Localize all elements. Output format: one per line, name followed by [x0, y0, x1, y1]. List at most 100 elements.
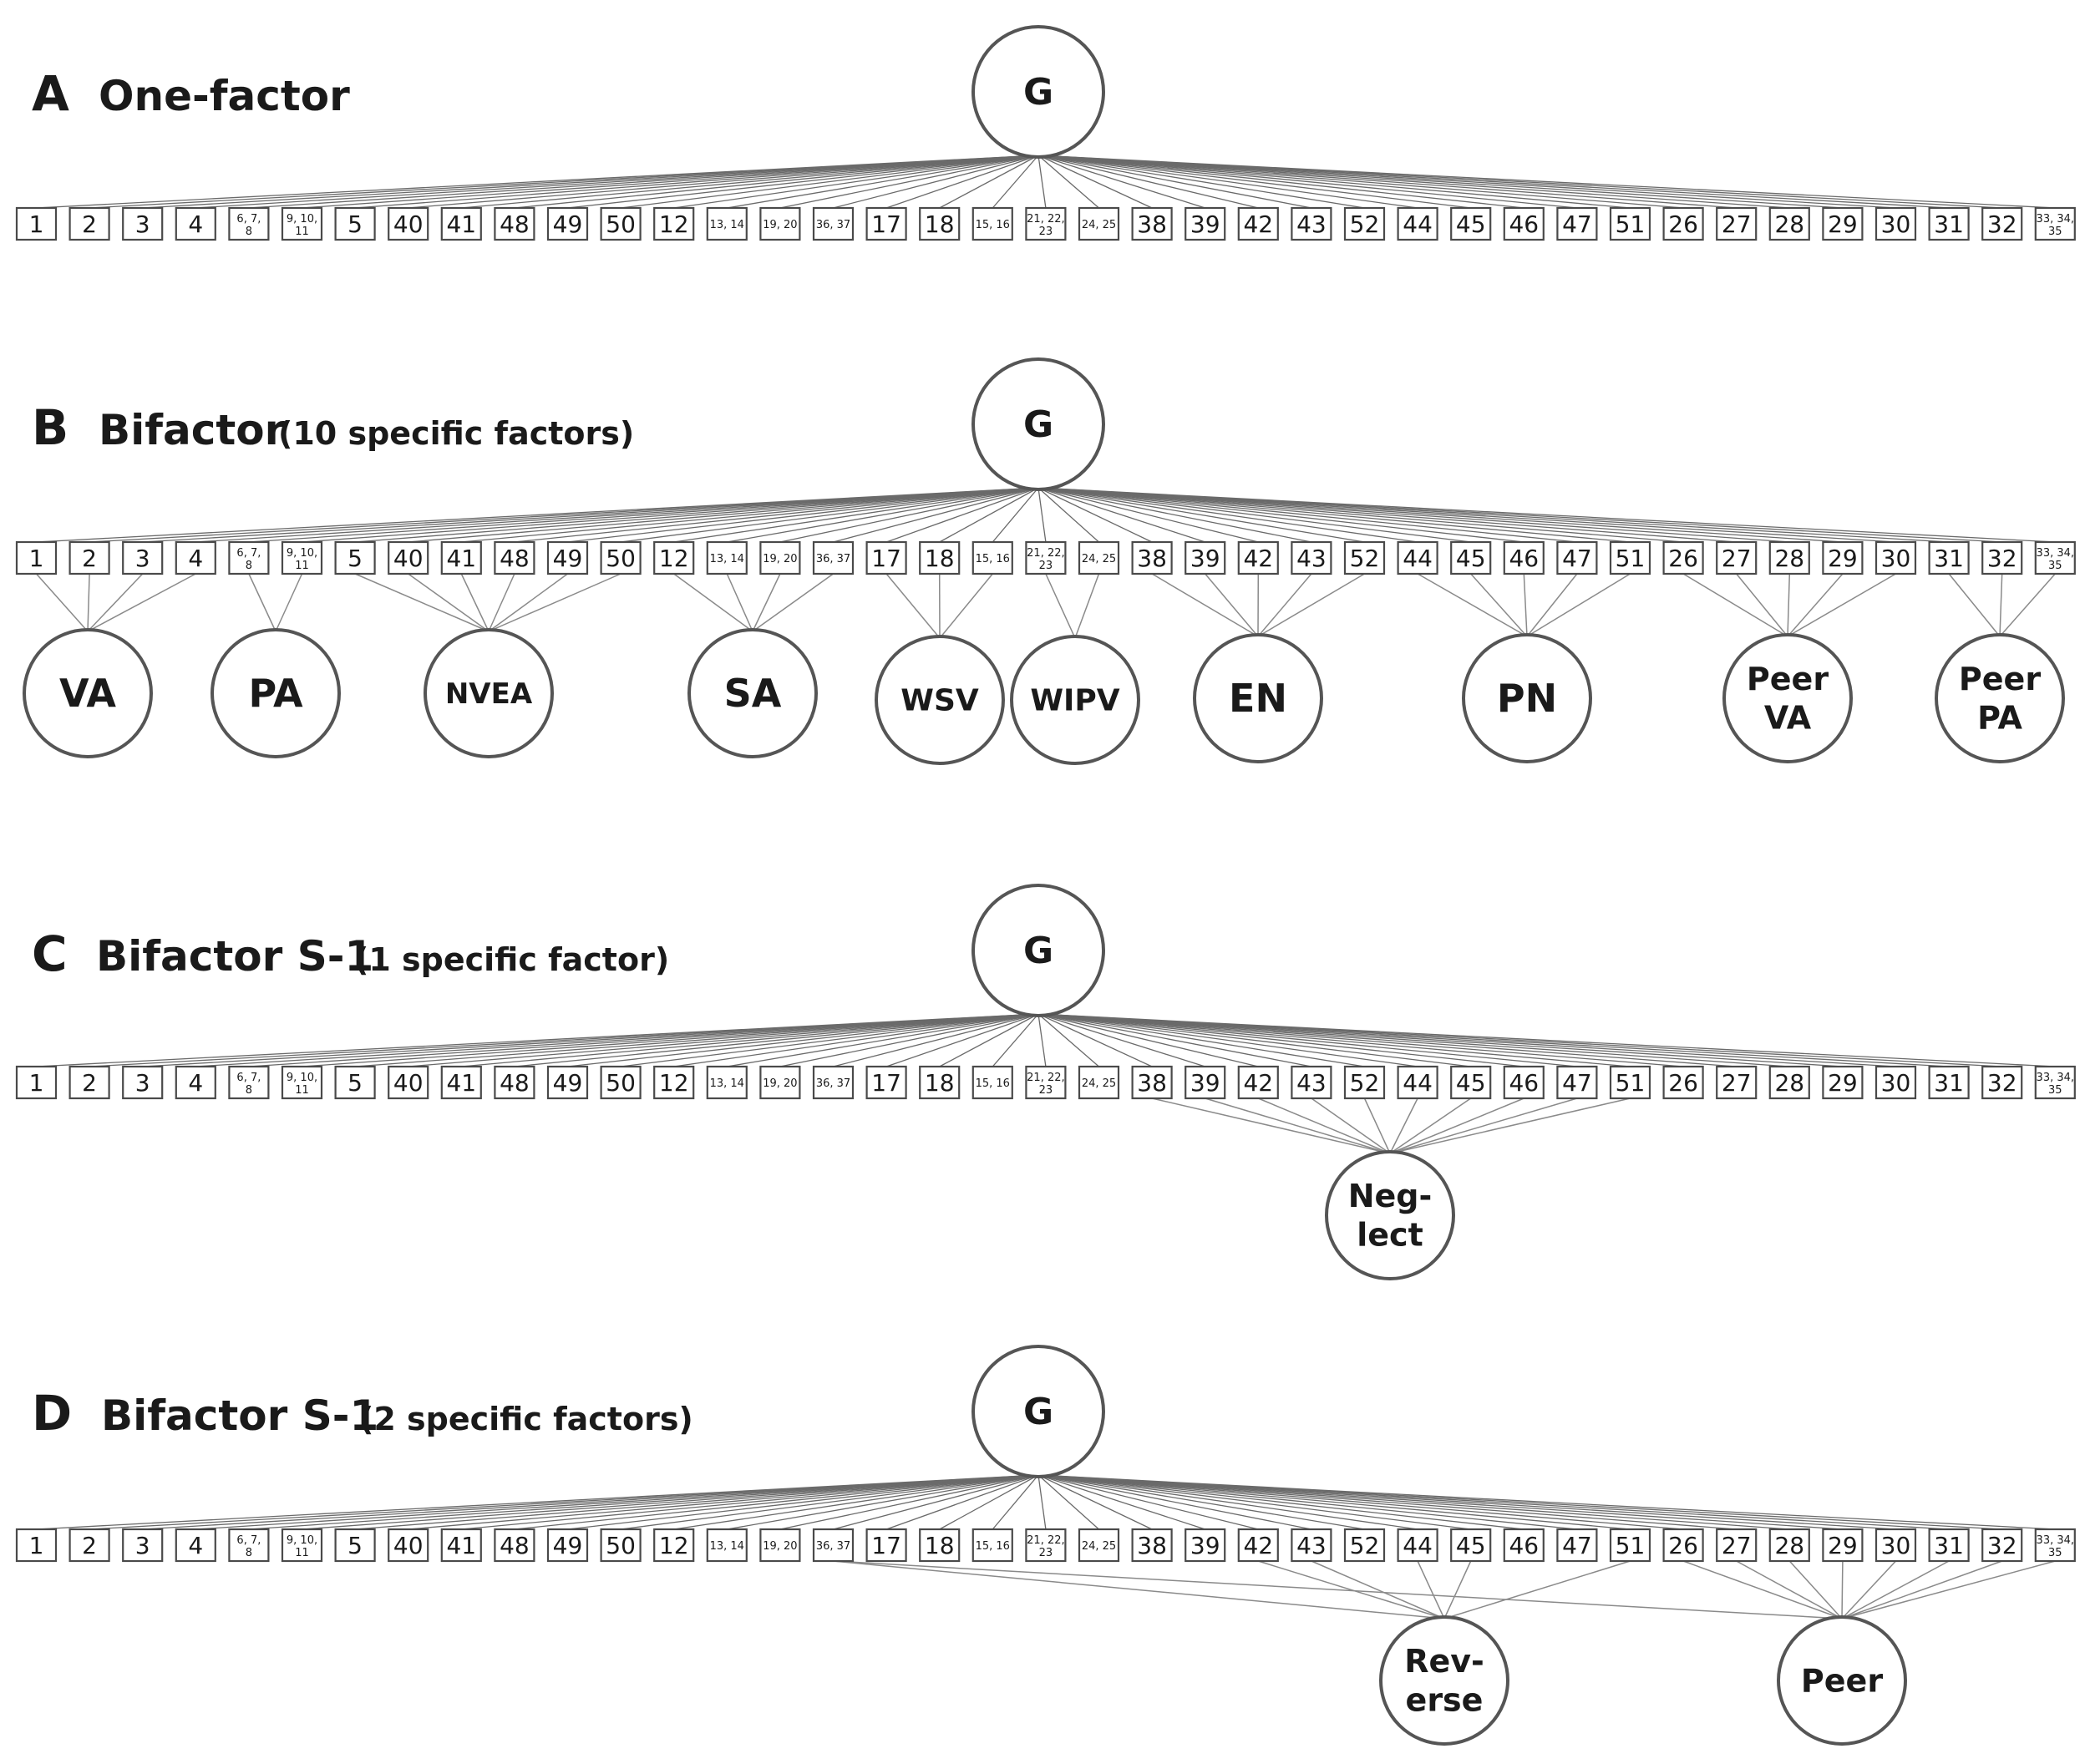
item-label: 49 — [553, 545, 583, 572]
item-label: 23 — [1039, 226, 1053, 238]
item-12: 12 — [653, 206, 695, 241]
item-box — [334, 206, 376, 241]
item-label: 45 — [1456, 1532, 1486, 1559]
general-loading-line — [1037, 487, 1843, 543]
item-box — [68, 206, 110, 241]
general-loading-line — [1037, 1013, 1205, 1067]
specific-loading-line — [488, 573, 621, 632]
item-45: 45 — [1450, 1065, 1492, 1100]
item-46: 46 — [1503, 1528, 1545, 1563]
panel-d-letter: D — [32, 1385, 72, 1442]
panel-a-title-text: One-factor — [99, 72, 350, 120]
item-label: 5 — [348, 1069, 363, 1097]
general-loading-line — [461, 1013, 1039, 1067]
item-label: 52 — [1350, 1069, 1380, 1097]
item-box — [1822, 540, 1864, 575]
item-label: 39 — [1190, 1532, 1220, 1559]
general-factor-label: G — [1023, 930, 1053, 972]
general-loading-line — [248, 487, 1039, 543]
item-4: 4 — [175, 1065, 216, 1100]
item-box — [1078, 206, 1120, 241]
item-label: 1 — [29, 1069, 44, 1097]
item-18: 18 — [919, 1065, 961, 1100]
item-label: 6, 7, — [236, 213, 261, 226]
general-loading-line — [1037, 487, 1471, 543]
item-box — [15, 1065, 58, 1100]
item-36-37: 36, 37 — [812, 1528, 855, 1563]
item-45: 45 — [1450, 540, 1492, 575]
item-40: 40 — [388, 1065, 429, 1100]
item-9-10-11: 9, 10,11 — [281, 540, 323, 575]
item-label: 30 — [1881, 210, 1911, 238]
item-38: 38 — [1131, 1065, 1173, 1100]
item-45: 45 — [1450, 206, 1492, 241]
general-loading-line — [567, 487, 1039, 543]
item-46: 46 — [1503, 540, 1545, 575]
item-box — [1450, 1065, 1492, 1100]
indicator-row: 1 2 3 4 6, 7,89, 10,11 5 40 41 48 49 50 12 13, 14 19,… — [15, 540, 2076, 575]
item-box — [122, 540, 164, 575]
item-label: 35 — [2048, 226, 2062, 238]
item-box — [1609, 1528, 1651, 1563]
specific-loading-line — [752, 573, 834, 632]
item-box — [281, 540, 323, 575]
item-box — [759, 206, 801, 241]
specific-loading-line — [1417, 1560, 1445, 1620]
item-label: 29 — [1828, 1069, 1858, 1097]
specific-factor-label: VA — [59, 671, 116, 716]
item-label: 31 — [1934, 545, 1964, 572]
item-label: 41 — [446, 545, 476, 572]
item-42: 42 — [1237, 1065, 1279, 1100]
general-loading-line — [1037, 487, 1737, 543]
item-15-16: 15, 16 — [971, 540, 1013, 575]
general-loading-line — [1037, 487, 1365, 543]
item-label: 15, 16 — [976, 553, 1010, 565]
general-loading-line — [1037, 1474, 1684, 1530]
item-box — [1503, 206, 1545, 241]
specific-factor-va: VA — [23, 628, 153, 758]
item-label: 4 — [188, 545, 203, 572]
item-box — [281, 206, 323, 241]
item-box — [1768, 1065, 1810, 1100]
item-label: 45 — [1456, 545, 1486, 572]
item-label: 4 — [188, 1069, 203, 1097]
item-label: 21, 22, — [1027, 1534, 1064, 1547]
general-loading-line — [1037, 487, 1312, 543]
item-label: 33, 34, — [2037, 1072, 2074, 1084]
general-loading-line — [1037, 155, 1418, 209]
general-loading-line — [514, 1013, 1039, 1067]
item-box — [1716, 1528, 1758, 1563]
general-factor-circle — [971, 1345, 1105, 1478]
item-box — [546, 1528, 589, 1563]
item-39: 39 — [1185, 206, 1226, 241]
panel-b: 1 2 3 4 6, 7,89, 10,11 5 40 41 48 49 50 12 13, 14 19,… — [15, 357, 2076, 765]
item-box — [759, 540, 801, 575]
specific-loading-line — [673, 573, 753, 632]
item-box — [388, 540, 429, 575]
item-box — [228, 1065, 270, 1100]
item-box — [228, 206, 270, 241]
general-loading-line — [833, 155, 1039, 209]
item-box — [865, 1528, 907, 1563]
specific-factor-rev-erse: Rev-erse — [1379, 1615, 1509, 1746]
item-box — [228, 540, 270, 575]
item-label: 29 — [1828, 545, 1858, 572]
item-box — [1503, 1065, 1545, 1100]
item-21-22-23: 21, 22,23 — [1025, 206, 1067, 241]
item-label: 42 — [1243, 1532, 1273, 1559]
specific-loading-line — [833, 1560, 1445, 1620]
item-48: 48 — [494, 1065, 535, 1100]
general-loading-line — [727, 487, 1039, 543]
general-loading-line — [885, 1013, 1039, 1067]
item-box — [1662, 1528, 1704, 1563]
general-loading-line — [567, 1474, 1039, 1530]
item-label: 11 — [295, 560, 309, 572]
item-label: 21, 22, — [1027, 547, 1064, 560]
general-loading-line — [1037, 155, 1205, 209]
item-box — [1343, 206, 1386, 241]
general-loading-line — [408, 487, 1039, 543]
item-box — [1716, 540, 1758, 575]
item-label: 3 — [135, 545, 150, 572]
item-label: 33, 34, — [2037, 1534, 2074, 1547]
specific-loading-line — [1045, 573, 1076, 639]
